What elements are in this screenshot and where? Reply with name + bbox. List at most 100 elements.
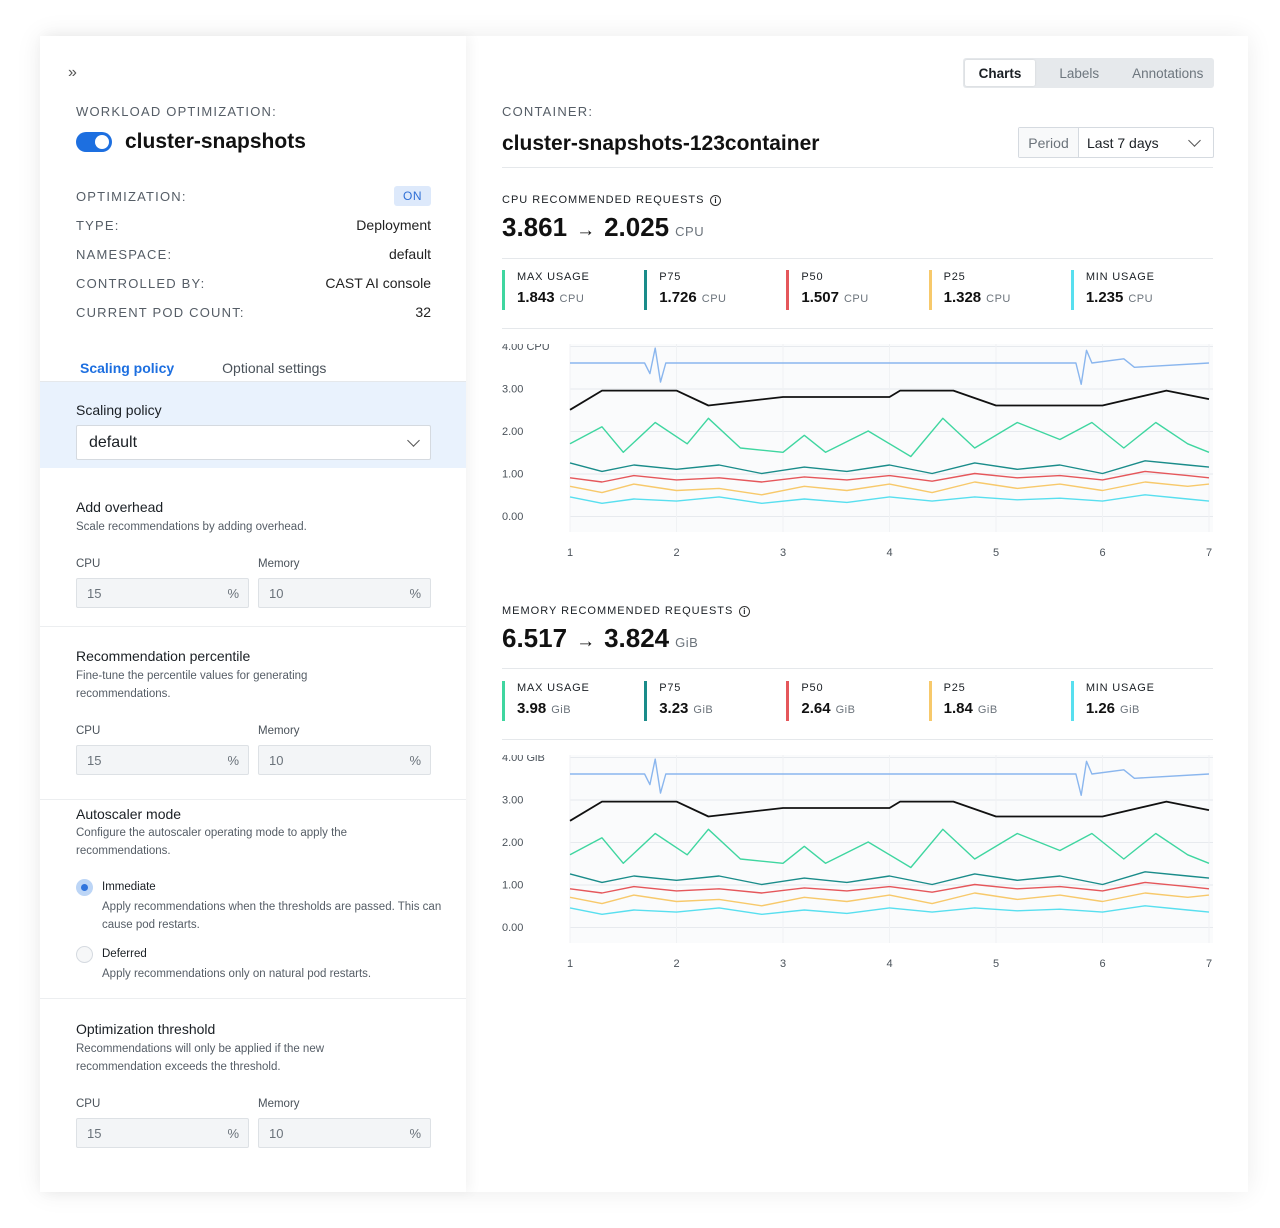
x-tick-label: 3 (780, 958, 786, 970)
overhead-memory-input[interactable]: 10 % (258, 578, 431, 608)
threshold-memory-label: Memory (258, 1098, 300, 1110)
series-line (569, 494, 1210, 505)
stat-value: 1.235 (1085, 289, 1124, 306)
chevron-down-icon (1188, 133, 1201, 147)
period-label: Period (1019, 128, 1079, 157)
info-row-pod-count: CURRENT POD COUNT: 32 (76, 304, 431, 320)
stat-value: 1.726 (659, 289, 697, 306)
cpu-stat-max: MAX USAGE 1.843 CPU (502, 270, 644, 310)
x-tick-label: 7 (1206, 958, 1212, 970)
tab-divider (40, 381, 466, 382)
memory-stat-max: MAX USAGE 3.98 GiB (502, 681, 644, 721)
stat-value-row: 1.843 CPU (517, 289, 644, 306)
info-value: CAST AI console (325, 275, 431, 291)
radio-immediate[interactable] (76, 879, 93, 896)
stat-unit: CPU (701, 293, 727, 305)
period-value: Last 7 days (1087, 134, 1159, 151)
container-label: CONTAINER: (502, 104, 594, 119)
period-select[interactable]: Period Last 7 days (1018, 127, 1214, 158)
view-tabs: Charts Labels Annotations (963, 58, 1214, 88)
stat-label: MIN USAGE (1085, 682, 1155, 694)
stat-unit: GiB (977, 704, 998, 716)
series-line (569, 481, 1210, 496)
series-line (569, 417, 1210, 458)
memory-stats: MAX USAGE 3.98 GiB P75 3.23 GiB P50 2.64 Gi… (502, 681, 1213, 721)
radio-deferred-desc: Apply recommendations only on natural po… (102, 968, 372, 980)
workload-panel: » WORKLOAD OPTIMIZATION: cluster-snapsho… (40, 36, 466, 1192)
expand-icon[interactable]: » (68, 64, 77, 81)
memory-rec-label-text: MEMORY RECOMMENDED REQUESTS (502, 605, 734, 617)
percent-unit: % (227, 1125, 239, 1141)
series-line (569, 881, 1210, 894)
stat-label: MAX USAGE (517, 682, 590, 694)
memory-rec-from: 6.517 (502, 623, 568, 653)
chevron-down-icon (407, 433, 420, 447)
info-icon[interactable]: i (739, 605, 751, 617)
memory-stat-min: MIN USAGE 1.26 GiB (1070, 681, 1213, 721)
stat-value-row: 3.98 GiB (517, 700, 644, 717)
info-value: default (388, 246, 431, 262)
y-tick-label: 1.00 (502, 880, 523, 892)
stat-value: 1.507 (801, 289, 839, 306)
optimization-toggle[interactable] (76, 132, 112, 152)
cpu-rec-to: 2.025 (604, 212, 670, 242)
threshold-cpu-input[interactable]: 15 % (76, 1118, 249, 1148)
radio-deferred[interactable] (76, 946, 93, 963)
x-tick-label: 4 (886, 958, 892, 970)
info-label: TYPE: (76, 217, 120, 233)
series-line (569, 460, 1210, 475)
threshold-title: Optimization threshold (76, 1021, 216, 1037)
percentile-title: Recommendation percentile (76, 648, 251, 664)
memory-chart: 4.00 GiB 3.00 2.00 1.00 0.00 1 2 3 4 5 6 7 (502, 755, 1213, 970)
stat-value: 2.64 (801, 700, 831, 717)
overhead-desc: Scale recommendations by adding overhead… (76, 521, 307, 533)
stat-value-row: 1.84 GiB (944, 700, 1071, 717)
autoscaler-desc: Configure the autoscaler operating mode … (76, 827, 348, 857)
stat-value: 3.23 (659, 700, 689, 717)
x-tick-label: 6 (1099, 958, 1105, 970)
app-frame: » WORKLOAD OPTIMIZATION: cluster-snapsho… (40, 36, 1248, 1192)
x-tick-label: 3 (780, 547, 786, 559)
cpu-rec-unit: CPU (675, 224, 705, 239)
y-tick-label: 2.00 (502, 426, 523, 438)
percentile-memory-input[interactable]: 10 % (258, 745, 431, 775)
stat-value: 1.843 (517, 289, 555, 306)
stat-value-row: 1.328 CPU (944, 289, 1071, 306)
section-divider (502, 328, 1213, 329)
series-line (569, 828, 1210, 869)
workload-title: cluster-snapshots (125, 130, 306, 153)
percent-unit: % (409, 1125, 421, 1141)
cpu-stat-p25: P25 1.328 CPU (928, 270, 1071, 310)
plot-area (570, 755, 1213, 943)
threshold-memory-input[interactable]: 10 % (258, 1118, 431, 1148)
tab-scaling-policy[interactable]: Scaling policy (76, 356, 179, 384)
memory-stat-p25: P25 1.84 GiB (928, 681, 1071, 721)
cpu-stat-min: MIN USAGE 1.235 CPU (1070, 270, 1213, 310)
container-panel: Charts Labels Annotations CONTAINER: clu… (466, 36, 1248, 1192)
field-value: 10 (269, 1125, 284, 1141)
overhead-cpu-input[interactable]: 15 % (76, 578, 249, 608)
stat-unit: GiB (693, 704, 714, 716)
stat-value-row: 1.26 GiB (1086, 700, 1213, 717)
scaling-policy-select[interactable]: default (76, 425, 431, 460)
section-divider (40, 998, 466, 999)
stat-label: MAX USAGE (517, 271, 590, 283)
info-icon[interactable]: i (710, 194, 722, 206)
tab-charts[interactable]: Charts (965, 60, 1035, 86)
memory-stat-p50: P50 2.64 GiB (786, 681, 928, 721)
tab-labels[interactable]: Labels (1059, 65, 1100, 81)
tab-annotations[interactable]: Annotations (1132, 65, 1204, 81)
percentile-cpu-input[interactable]: 15 % (76, 745, 249, 775)
stat-value: 1.328 (943, 289, 982, 306)
overhead-memory-label: Memory (258, 558, 300, 570)
percent-unit: % (409, 752, 421, 768)
x-tick-label: 2 (673, 547, 679, 559)
scaling-policy-label: Scaling policy (76, 402, 162, 418)
arrow-right-icon: → (576, 631, 596, 652)
workload-title-row: cluster-snapshots (76, 130, 306, 154)
section-divider (502, 668, 1213, 669)
stat-value-row: 3.23 GiB (659, 700, 786, 717)
cpu-rec-values: 3.861 → 2.025 CPU (502, 212, 704, 243)
arrow-right-icon: → (576, 220, 596, 241)
tab-optional-settings[interactable]: Optional settings (222, 360, 327, 376)
